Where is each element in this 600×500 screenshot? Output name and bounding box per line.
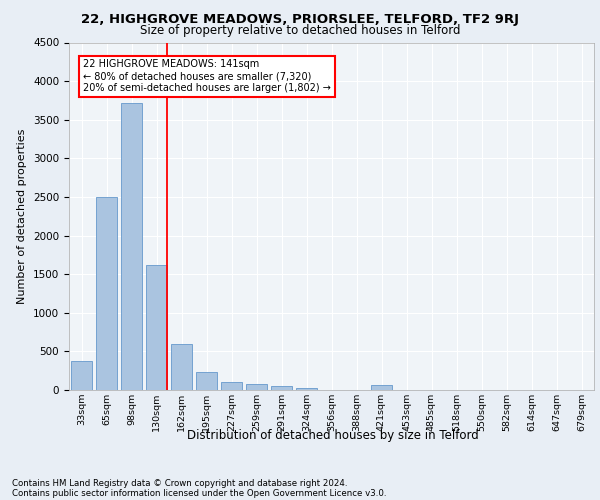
Text: Size of property relative to detached houses in Telford: Size of property relative to detached ho… [140,24,460,37]
Bar [96,197,117,390]
Bar [171,344,192,390]
Bar [221,382,242,390]
Bar [296,388,317,390]
Bar [146,265,167,390]
Text: Contains HM Land Registry data © Crown copyright and database right 2024.: Contains HM Land Registry data © Crown c… [12,478,347,488]
Bar [246,384,267,390]
Text: Contains public sector information licensed under the Open Government Licence v3: Contains public sector information licen… [12,488,386,498]
Bar [371,385,392,390]
Y-axis label: Number of detached properties: Number of detached properties [17,128,28,304]
Text: Distribution of detached houses by size in Telford: Distribution of detached houses by size … [187,430,479,442]
Text: 22 HIGHGROVE MEADOWS: 141sqm
← 80% of detached houses are smaller (7,320)
20% of: 22 HIGHGROVE MEADOWS: 141sqm ← 80% of de… [83,60,331,92]
Bar [196,372,217,390]
Bar [71,362,92,390]
Text: 22, HIGHGROVE MEADOWS, PRIORSLEE, TELFORD, TF2 9RJ: 22, HIGHGROVE MEADOWS, PRIORSLEE, TELFOR… [81,12,519,26]
Bar [121,102,142,390]
Bar [271,386,292,390]
